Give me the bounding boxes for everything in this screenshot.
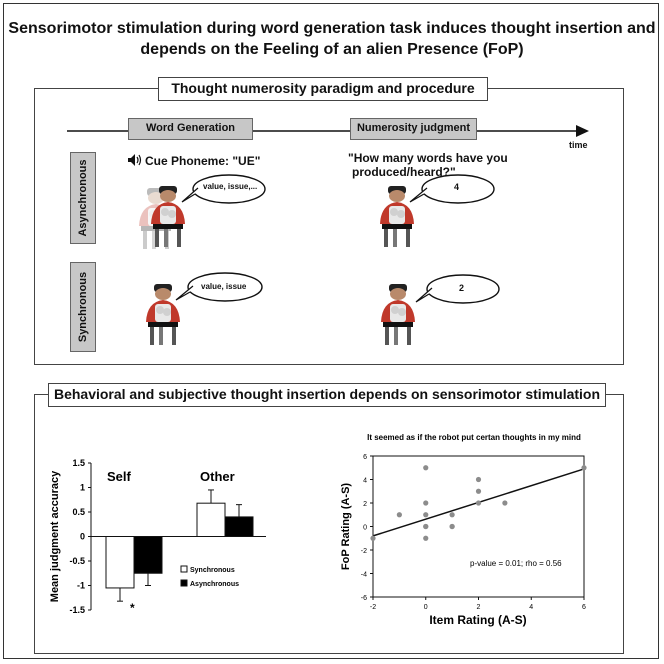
bubble-text-sync-count: 2 (459, 283, 465, 293)
title-line-1: Sensorimotor stimulation during word gen… (8, 20, 656, 37)
behavioral-panel (34, 394, 624, 654)
time-label: time (569, 140, 588, 150)
figure-title: Sensorimotor stimulation during word gen… (0, 18, 664, 60)
asynchronous-text: Asynchronous (77, 159, 89, 237)
numerosity-question: "How many words have you produced/heard?… (348, 151, 508, 179)
numerosity-judgment-label: Numerosity judgment (350, 118, 477, 140)
word-generation-label: Word Generation (128, 118, 253, 140)
asynchronous-label: Asynchronous (70, 152, 96, 244)
behavioral-panel-title: Behavioral and subjective thought insert… (48, 383, 606, 407)
question-line-2: produced/heard?" (352, 165, 456, 179)
paradigm-panel-title: Thought numerosity paradigm and procedur… (158, 77, 488, 101)
title-line-2: depends on the Feeling of an alien Prese… (140, 41, 524, 58)
question-line-1: "How many words have you (348, 151, 508, 165)
bubble-text-async-count: 4 (454, 182, 460, 192)
bubble-text-async-words: value, issue,... (203, 182, 258, 191)
paradigm-panel (34, 88, 624, 365)
speaker-icon (128, 154, 142, 166)
cue-text: Cue Phoneme: "UE" (145, 154, 261, 168)
figure-frame (3, 3, 659, 659)
cue-phoneme: Cue Phoneme: "UE" (128, 154, 260, 168)
synchronous-label: Synchronous (70, 262, 96, 352)
bubble-text-sync-words: value, issue (201, 282, 247, 291)
synchronous-text: Synchronous (77, 271, 89, 343)
